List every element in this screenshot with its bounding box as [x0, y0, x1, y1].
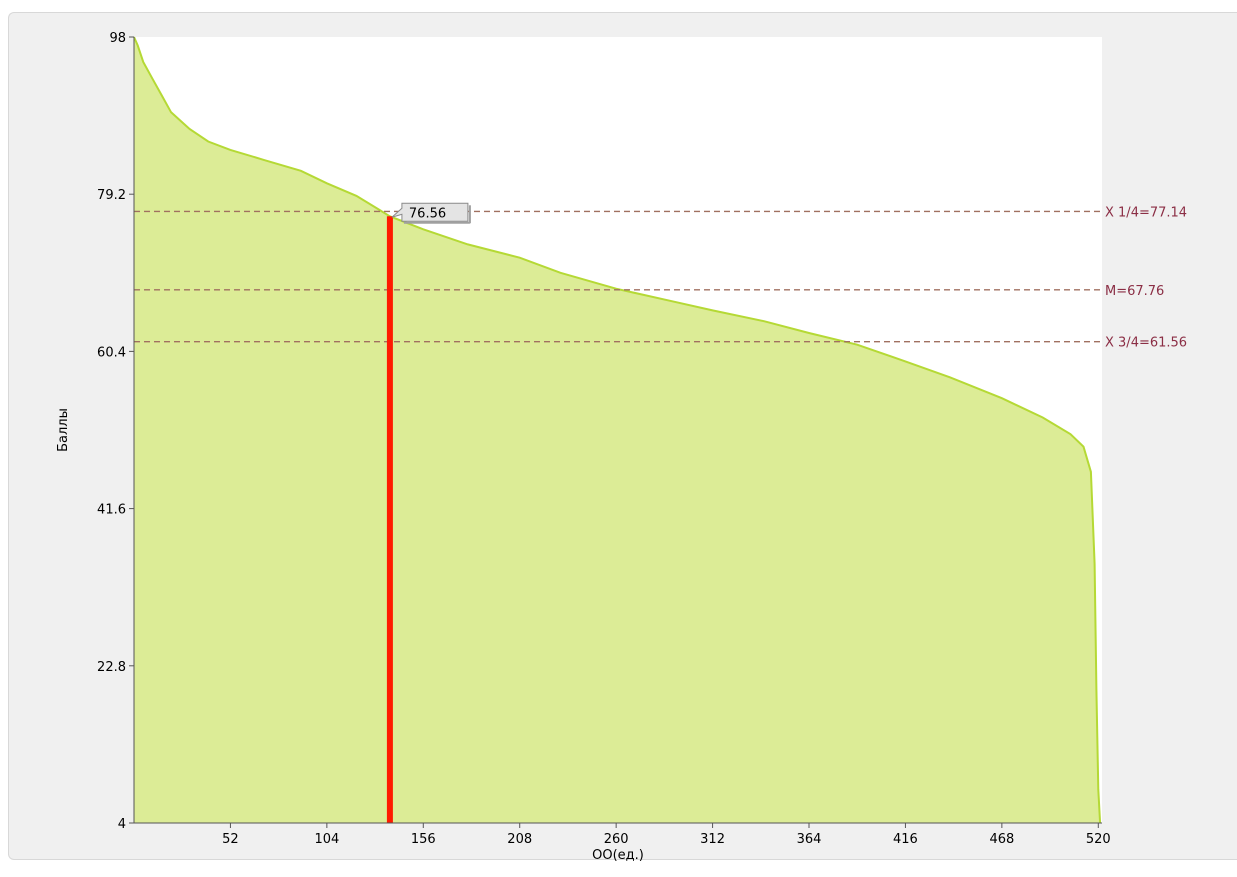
y-tick-label: 79.2 [97, 188, 126, 203]
y-tick-label: 41.6 [97, 503, 126, 518]
x-tick-label: 468 [989, 832, 1014, 847]
x-tick-label: 104 [314, 832, 339, 847]
reference-label: X 3/4=61.56 [1105, 336, 1187, 351]
y-axis-title: Баллы [56, 408, 71, 452]
x-tick-label: 520 [1086, 832, 1111, 847]
reference-label: M=67.76 [1105, 284, 1164, 299]
y-tick-label: 22.8 [97, 660, 126, 675]
marker-callout-box [391, 202, 469, 222]
y-tick-label: 4 [118, 817, 126, 832]
y-tick-label: 98 [109, 31, 126, 46]
x-tick-label: 208 [507, 832, 532, 847]
x-tick-label: 416 [893, 832, 918, 847]
area-fill [134, 37, 1101, 823]
x-tick-label: 260 [604, 832, 629, 847]
x-tick-label: 156 [411, 832, 436, 847]
x-axis-title: ОО(ед.) [592, 848, 644, 863]
area-line [133, 36, 1102, 824]
x-tick-label: 364 [797, 832, 822, 847]
x-tick-label: 52 [222, 832, 239, 847]
reference-label: X 1/4=77.14 [1105, 205, 1187, 220]
y-tick-label: 60.4 [97, 345, 126, 360]
x-tick-label: 312 [700, 832, 725, 847]
marker-callout-label: 76.56 [409, 206, 446, 221]
